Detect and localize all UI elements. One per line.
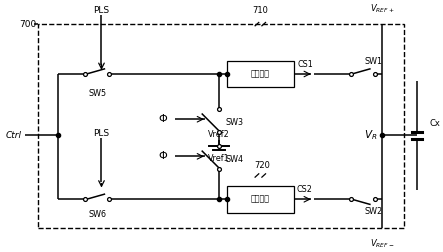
Text: SW4: SW4 bbox=[225, 155, 244, 164]
Text: Ctrl: Ctrl bbox=[6, 131, 22, 140]
Text: 720: 720 bbox=[255, 161, 270, 170]
Text: Φ: Φ bbox=[158, 114, 167, 124]
Text: PLS: PLS bbox=[93, 129, 109, 138]
Bar bbox=[227, 61, 294, 87]
Text: SW5: SW5 bbox=[88, 89, 106, 98]
Text: Vref1: Vref1 bbox=[208, 154, 230, 163]
Text: 缓冲电路: 缓冲电路 bbox=[251, 70, 270, 78]
Text: Φ: Φ bbox=[158, 151, 167, 161]
Text: CS2: CS2 bbox=[297, 185, 313, 194]
Text: Vref2: Vref2 bbox=[208, 130, 230, 139]
Text: 710: 710 bbox=[253, 6, 268, 15]
Bar bbox=[39, 24, 404, 228]
Text: 700: 700 bbox=[19, 20, 36, 29]
Bar bbox=[227, 186, 294, 213]
Text: $V_{REF+}$: $V_{REF+}$ bbox=[370, 2, 394, 15]
Text: SW6: SW6 bbox=[88, 210, 106, 219]
Text: $V_R$: $V_R$ bbox=[364, 129, 378, 142]
Text: PLS: PLS bbox=[93, 6, 109, 15]
Text: $V_{REF-}$: $V_{REF-}$ bbox=[370, 238, 394, 250]
Text: 缓冲电路: 缓冲电路 bbox=[251, 195, 270, 204]
Text: SW1: SW1 bbox=[365, 57, 383, 66]
Text: SW2: SW2 bbox=[365, 207, 383, 216]
Text: Cx: Cx bbox=[429, 119, 440, 128]
Text: SW3: SW3 bbox=[225, 118, 244, 127]
Text: CS1: CS1 bbox=[297, 60, 313, 69]
